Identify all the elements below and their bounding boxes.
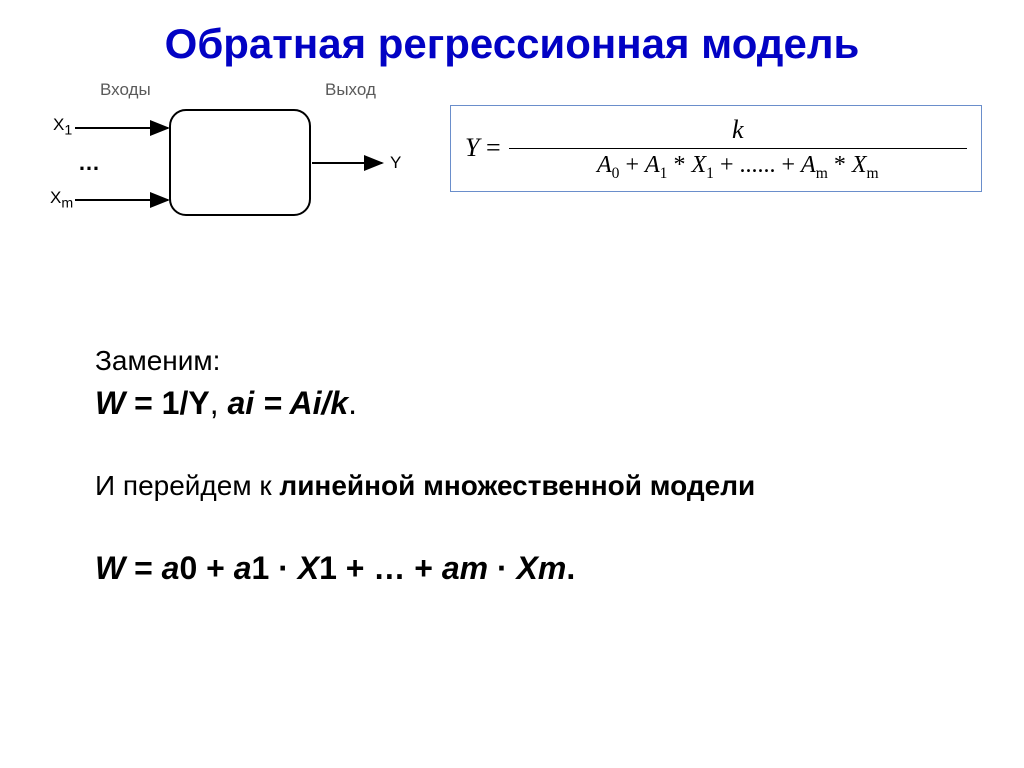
replace-label: Заменим:: [95, 345, 964, 377]
transition-text: И перейдем к линейной множественной моде…: [95, 470, 964, 502]
inputs-label: Входы: [100, 80, 151, 100]
output-y: Y: [390, 153, 401, 173]
input-xm: Xm: [50, 188, 73, 211]
slide: Обратная регрессионная модель Входы Выхо…: [0, 0, 1024, 768]
page-title: Обратная регрессионная модель: [0, 20, 1024, 68]
replace-equation: W = 1/Y, ai = Ai/k.: [95, 385, 964, 422]
diagram-svg: [40, 80, 440, 240]
model-box: [170, 110, 310, 215]
formula-lhs: Y =: [465, 133, 509, 163]
formula-fraction: k A0 + A1 * X1 + ...... + Am * Xm: [509, 115, 967, 183]
input-x1: X1: [53, 115, 72, 138]
inputs-ellipsis: …: [78, 150, 100, 176]
block-diagram: Входы Выход X1 … Xm Y: [40, 80, 440, 240]
formula-numerator: k: [509, 115, 967, 148]
formula-box: Y = k A0 + A1 * X1 + ...... + Am * Xm: [450, 105, 982, 192]
output-label: Выход: [325, 80, 376, 100]
final-equation: W = a0 + a1 · X1 + … + am · Xm.: [95, 550, 964, 587]
formula-denominator: A0 + A1 * X1 + ...... + Am * Xm: [509, 149, 967, 183]
